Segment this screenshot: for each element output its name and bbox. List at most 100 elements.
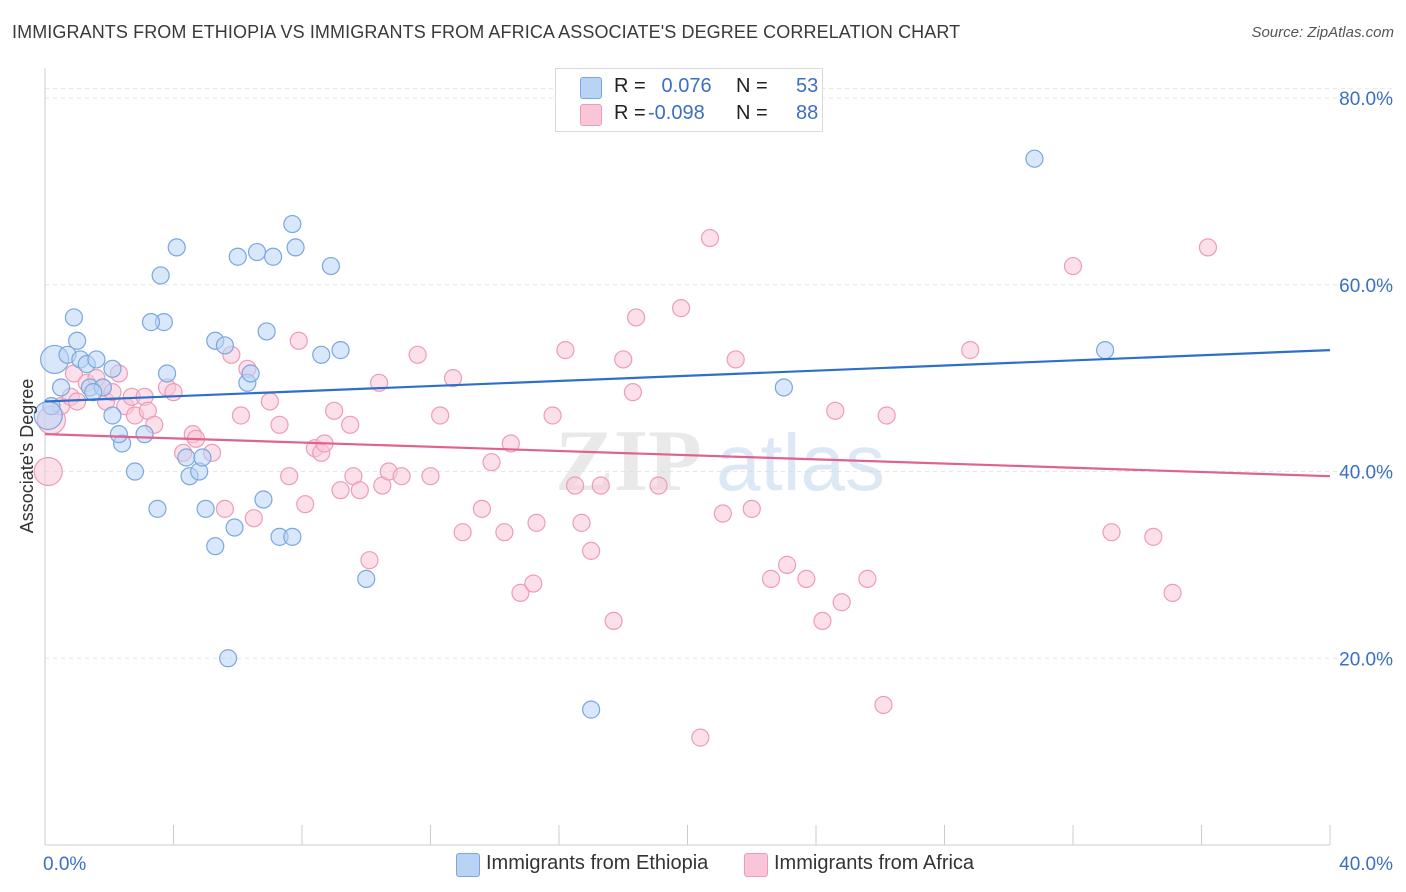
point-africa: [341, 415, 360, 434]
point-africa: [350, 481, 369, 500]
y-axis-label: Associate's Degree: [17, 379, 37, 534]
legend-swatch-ethiopia: [580, 77, 602, 99]
bottom-legend-swatch-africa: [744, 853, 768, 877]
point-africa: [961, 341, 980, 360]
point-ethiopia: [109, 425, 128, 444]
point-africa: [572, 513, 591, 532]
chart-title: IMMIGRANTS FROM ETHIOPIA VS IMMIGRANTS F…: [12, 22, 961, 42]
point-ethiopia: [87, 350, 106, 369]
point-africa: [626, 308, 646, 327]
point-africa: [556, 341, 575, 360]
legend-n-label: N =: [736, 102, 774, 124]
point-africa: [1102, 523, 1121, 542]
x-tick-label-max: 40.0%: [1339, 854, 1393, 875]
point-africa: [280, 467, 299, 486]
point-ethiopia: [196, 499, 215, 518]
legend-r-label: R =: [614, 102, 652, 124]
point-africa: [296, 495, 315, 514]
point-ethiopia: [257, 322, 276, 341]
point-africa: [543, 406, 562, 425]
point-ethiopia: [263, 247, 283, 266]
point-africa: [527, 513, 546, 532]
point-africa: [761, 569, 781, 588]
legend-r-value: 0.076: [656, 75, 712, 97]
point-africa: [726, 350, 745, 369]
point-africa: [582, 541, 601, 560]
point-africa: [691, 728, 710, 747]
y-tick-label: 40.0%: [1339, 463, 1393, 484]
trend-line-ethiopia: [44, 349, 1331, 403]
point-ethiopia: [167, 238, 186, 257]
point-africa: [524, 574, 543, 593]
point-africa: [826, 401, 845, 420]
point-ethiopia: [286, 238, 305, 257]
point-africa: [1163, 583, 1182, 602]
point-ethiopia: [357, 569, 376, 588]
point-africa: [495, 523, 514, 542]
point-africa: [742, 499, 761, 518]
point-africa: [832, 593, 851, 612]
point-ethiopia: [135, 425, 154, 444]
point-africa: [392, 467, 411, 486]
point-ethiopia: [151, 266, 170, 285]
y-tick-label: 80.0%: [1339, 89, 1393, 110]
point-africa: [443, 369, 463, 388]
point-africa: [421, 467, 440, 486]
watermark-zip: ZIP: [555, 413, 702, 510]
point-africa: [797, 569, 816, 588]
point-ethiopia: [774, 378, 793, 397]
bottom-legend-label-africa: Immigrants from Africa: [774, 852, 975, 874]
point-africa: [614, 350, 633, 369]
point-africa: [164, 383, 183, 402]
point-ethiopia: [241, 364, 260, 383]
point-ethiopia: [103, 359, 122, 378]
x-tick-label-min: 0.0%: [43, 854, 86, 875]
point-africa: [1144, 527, 1163, 546]
point-africa: [1063, 256, 1083, 276]
point-africa: [813, 611, 832, 631]
point-ethiopia: [228, 247, 247, 266]
legend-r-value: -0.098: [648, 102, 705, 124]
point-africa: [289, 331, 308, 350]
point-africa: [33, 456, 63, 487]
point-africa: [713, 504, 732, 523]
point-ethiopia: [148, 499, 167, 518]
point-ethiopia: [84, 383, 103, 402]
point-ethiopia: [321, 256, 341, 276]
legend-n-value: 53: [796, 75, 819, 97]
point-africa: [453, 523, 472, 542]
point-africa: [331, 481, 350, 500]
point-ethiopia: [582, 700, 601, 719]
point-africa: [591, 476, 610, 495]
legend-r-label: R =: [614, 75, 652, 97]
y-tick-label: 20.0%: [1339, 649, 1393, 670]
point-ethiopia: [141, 313, 161, 332]
point-africa: [325, 401, 344, 420]
series-ethiopia-points: [33, 149, 1115, 719]
point-ethiopia: [331, 341, 350, 360]
point-africa: [777, 555, 797, 574]
point-africa: [244, 509, 263, 528]
point-ethiopia: [157, 364, 177, 383]
point-ethiopia: [125, 462, 145, 481]
point-ethiopia: [64, 308, 84, 327]
trend-line-africa: [44, 433, 1331, 478]
watermark-atlas: atlas: [716, 418, 885, 507]
trend-lines: [44, 349, 1331, 478]
point-africa: [501, 434, 520, 453]
bottom-legend-label-ethiopia: Immigrants from Ethiopia: [486, 852, 709, 874]
point-ethiopia: [283, 214, 302, 234]
point-ethiopia: [219, 649, 238, 668]
point-africa: [877, 406, 896, 425]
point-africa: [623, 383, 642, 402]
legend-swatch-africa: [580, 104, 602, 126]
point-africa: [874, 695, 893, 715]
point-africa: [260, 392, 279, 411]
point-africa: [649, 476, 668, 495]
point-ethiopia: [247, 242, 267, 262]
point-ethiopia: [51, 378, 71, 397]
point-africa: [1198, 238, 1218, 257]
point-africa: [215, 499, 234, 518]
point-africa: [472, 499, 491, 518]
stats-legend: R = 0.076 N = 53 R = -0.098 N = 88: [555, 68, 823, 132]
